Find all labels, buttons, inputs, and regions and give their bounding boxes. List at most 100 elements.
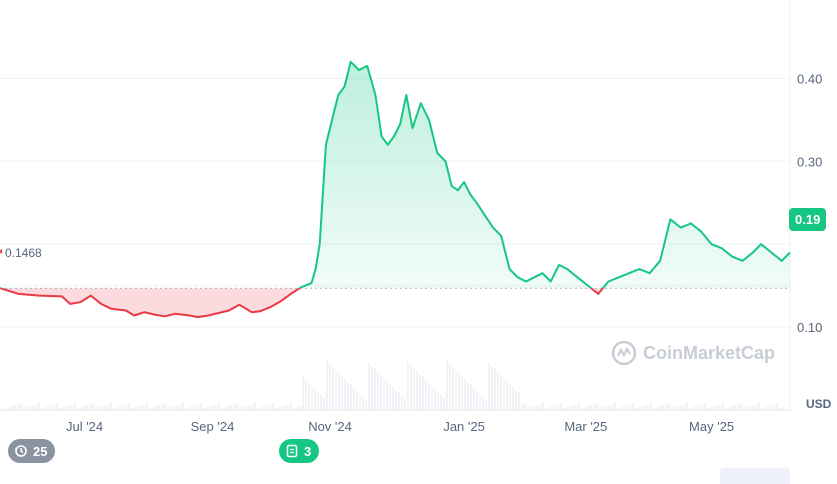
volume-bar — [440, 395, 442, 410]
volume-bar — [479, 394, 481, 410]
volume-bar — [506, 381, 508, 410]
volume-bar — [146, 403, 148, 410]
volume-bar — [680, 405, 682, 410]
volume-bar — [458, 373, 460, 410]
volume-bar — [779, 408, 781, 410]
volume-bar — [170, 407, 172, 410]
volume-bar — [545, 408, 547, 410]
volume-bar — [326, 361, 328, 410]
volume-bar — [20, 403, 22, 410]
volume-bar — [593, 404, 595, 410]
volume-bar — [293, 408, 295, 410]
volume-bar — [422, 377, 424, 410]
volume-bar — [491, 366, 493, 410]
history-events-button[interactable]: 25 — [8, 439, 56, 463]
volume-bar — [392, 387, 394, 410]
volume-bar — [437, 392, 439, 410]
volume-bar — [41, 408, 43, 410]
volume-bar — [650, 403, 652, 410]
volume-bar — [260, 407, 262, 410]
y-tick-label: 0.30 — [797, 154, 822, 169]
volume-bar — [587, 406, 589, 410]
clock-history-icon — [15, 445, 27, 457]
volume-bar — [206, 407, 208, 410]
axes: 0.40 0.30 0.10 Jul '24 Sep '24 Nov '24 Jan '25… — [66, 71, 822, 434]
volume-bar — [377, 372, 379, 410]
volume-bar — [395, 390, 397, 410]
x-tick-label: Jul '24 — [66, 419, 103, 434]
volume-bar — [677, 406, 679, 410]
news-events-button[interactable]: 3 — [279, 439, 320, 463]
volume-bar — [725, 408, 727, 410]
volume-bar — [119, 406, 121, 410]
volume-bar — [407, 362, 409, 410]
volume-bar — [707, 408, 709, 410]
volume-bar — [449, 364, 451, 410]
volume-bar — [11, 406, 13, 410]
volume-bar — [305, 380, 307, 410]
volume-bar — [266, 405, 268, 410]
volume-bar — [74, 403, 76, 410]
volume-bar — [668, 403, 670, 410]
document-icon — [286, 444, 298, 458]
volume-bar — [71, 404, 73, 410]
volume-bar — [530, 407, 532, 410]
volume-bar — [248, 405, 250, 410]
volume-bar — [131, 408, 133, 410]
volume-bar — [167, 408, 169, 410]
above-baseline-group — [0, 60, 791, 289]
volume-bar — [674, 407, 676, 410]
volume-bar — [362, 397, 364, 410]
volume-bar — [368, 363, 370, 410]
volume-bar — [626, 405, 628, 410]
volume-bar — [752, 405, 754, 410]
volume-bar — [632, 403, 634, 410]
volume-bar — [332, 367, 334, 410]
volume-bar — [200, 403, 202, 410]
volume-bar — [782, 407, 784, 410]
volume-bar — [302, 377, 304, 410]
volume-bar — [50, 405, 52, 410]
volume-bar — [452, 367, 454, 410]
volume-bar — [467, 382, 469, 410]
volume-bar — [560, 403, 562, 410]
volume-bar — [185, 408, 187, 410]
volume-bar — [590, 405, 592, 410]
volume-bar — [644, 405, 646, 410]
x-tick-label: May '25 — [689, 419, 734, 434]
volume-bar — [425, 380, 427, 410]
volume-bar — [614, 403, 616, 410]
volume-bar — [551, 406, 553, 410]
volume-bar — [389, 384, 391, 410]
volume-bar — [197, 404, 199, 410]
volume-bar — [503, 378, 505, 410]
volume-bar — [536, 405, 538, 410]
volume-bar — [722, 403, 724, 410]
range-selector-handle[interactable] — [720, 468, 790, 484]
volume-bar — [125, 404, 127, 410]
volume-bar — [686, 403, 688, 410]
volume-bar — [278, 407, 280, 410]
volume-bar — [539, 404, 541, 410]
volume-bar — [254, 403, 256, 410]
below-baseline-group — [0, 288, 790, 319]
volume-bar — [251, 404, 253, 410]
volume-bar — [563, 408, 565, 410]
volume-bar — [488, 363, 490, 410]
volume-bar — [269, 404, 271, 410]
volume-bar — [710, 407, 712, 410]
volume-bar — [512, 387, 514, 410]
volume-bar — [242, 407, 244, 410]
volume-bar — [431, 386, 433, 410]
volume-bar — [356, 391, 358, 410]
volume-bar — [761, 408, 763, 410]
volume-bar — [353, 388, 355, 410]
volume-bar — [113, 408, 115, 410]
volume-bar — [203, 408, 205, 410]
volume-bar — [692, 407, 694, 410]
volume-bar — [371, 366, 373, 410]
volume-bar — [401, 396, 403, 410]
volume-bar — [209, 406, 211, 410]
volume-bar — [14, 405, 16, 410]
volume-bar — [179, 404, 181, 410]
